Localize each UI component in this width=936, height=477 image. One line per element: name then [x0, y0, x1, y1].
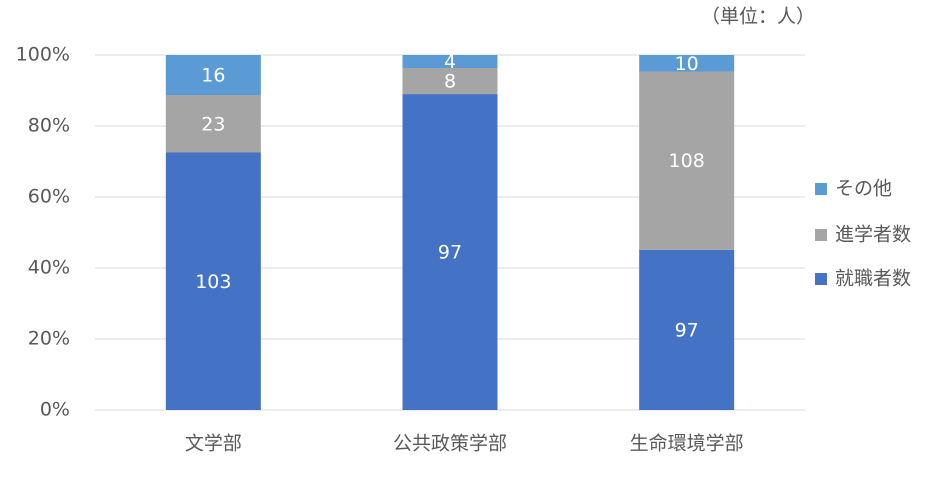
data-label: 23: [201, 113, 225, 135]
data-label: 97: [675, 319, 699, 341]
legend-swatch: [815, 229, 827, 241]
bar-segment: [165, 55, 261, 95]
bar-segment: [639, 55, 735, 72]
legend-swatch: [815, 273, 827, 285]
data-label: 10: [675, 53, 699, 75]
unit-note: （単位：人）: [701, 6, 815, 28]
bar-segment: [402, 94, 498, 410]
bar-segment: [402, 55, 498, 69]
data-label: 103: [195, 271, 231, 293]
bar-segment: [639, 71, 735, 250]
y-tick-label: 100%: [16, 44, 70, 66]
bar-segment: [639, 249, 735, 410]
legend-label: 就職者数: [835, 268, 911, 290]
data-label: 4: [444, 51, 456, 73]
bar-segment: [402, 68, 498, 95]
legend-label: 進学者数: [835, 224, 911, 246]
data-label: 8: [444, 71, 456, 93]
y-tick-label: 20%: [28, 328, 70, 350]
legend-swatch: [815, 183, 827, 195]
x-tick-label: 公共政策学部: [393, 433, 507, 455]
y-tick-label: 0%: [40, 399, 70, 421]
legend-label: その他: [835, 178, 892, 200]
data-label: 108: [669, 150, 705, 172]
x-tick-label: 文学部: [185, 433, 242, 455]
y-tick-label: 80%: [28, 115, 70, 137]
data-label: 97: [438, 242, 462, 264]
data-label: 16: [201, 65, 225, 87]
y-tick-label: 60%: [28, 186, 70, 208]
bar-segment: [165, 95, 261, 153]
y-tick-label: 40%: [28, 257, 70, 279]
bar-segment: [165, 152, 261, 410]
x-tick-label: 生命環境学部: [630, 433, 744, 455]
